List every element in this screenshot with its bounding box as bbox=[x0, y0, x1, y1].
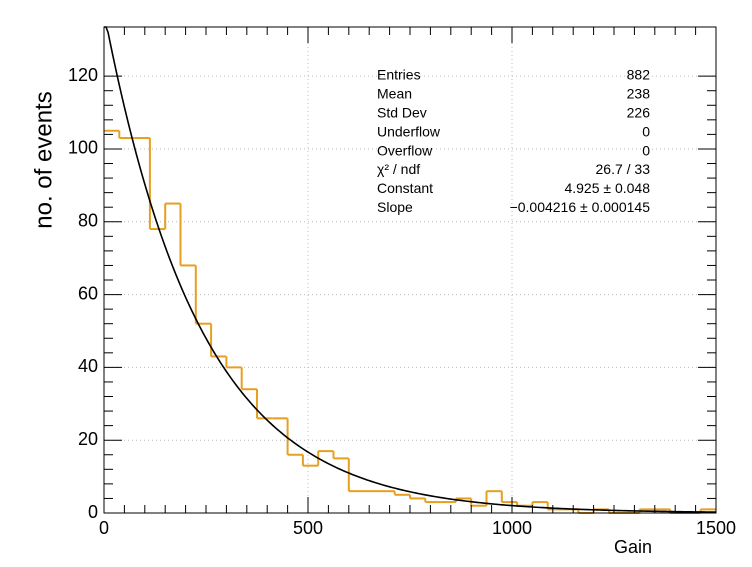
y-axis-label: no. of events bbox=[30, 91, 57, 228]
stat-value: −0.004216 ± 0.000145 bbox=[510, 199, 651, 215]
stat-value: 0 bbox=[642, 123, 650, 139]
stat-value: 0 bbox=[642, 142, 650, 158]
y-tick-label: 80 bbox=[78, 211, 98, 231]
y-tick-label: 0 bbox=[88, 502, 98, 522]
x-axis-label: Gain bbox=[614, 537, 652, 557]
stat-value: 226 bbox=[627, 105, 651, 121]
x-tick-label: 1500 bbox=[696, 518, 736, 538]
stat-value: 882 bbox=[627, 67, 651, 83]
x-tick-label: 1000 bbox=[492, 518, 532, 538]
stat-label: Std Dev bbox=[377, 105, 427, 121]
x-tick-label: 0 bbox=[99, 518, 109, 538]
stat-label: Underflow bbox=[377, 123, 441, 139]
stat-value: 26.7 / 33 bbox=[596, 161, 651, 177]
stat-value: 4.925 ± 0.048 bbox=[564, 180, 650, 196]
stat-label: Slope bbox=[377, 199, 413, 215]
y-tick-label: 100 bbox=[68, 138, 98, 158]
stat-label: χ² / ndf bbox=[377, 161, 420, 177]
y-tick-label: 60 bbox=[78, 283, 98, 303]
y-tick-label: 120 bbox=[68, 65, 98, 85]
y-tick-label: 40 bbox=[78, 356, 98, 376]
stat-label: Constant bbox=[377, 180, 433, 196]
stat-label: Overflow bbox=[377, 142, 433, 158]
y-tick-label: 20 bbox=[78, 429, 98, 449]
stat-label: Entries bbox=[377, 67, 421, 83]
stat-label: Mean bbox=[377, 86, 412, 102]
x-tick-label: 500 bbox=[293, 518, 323, 538]
stat-value: 238 bbox=[627, 86, 651, 102]
